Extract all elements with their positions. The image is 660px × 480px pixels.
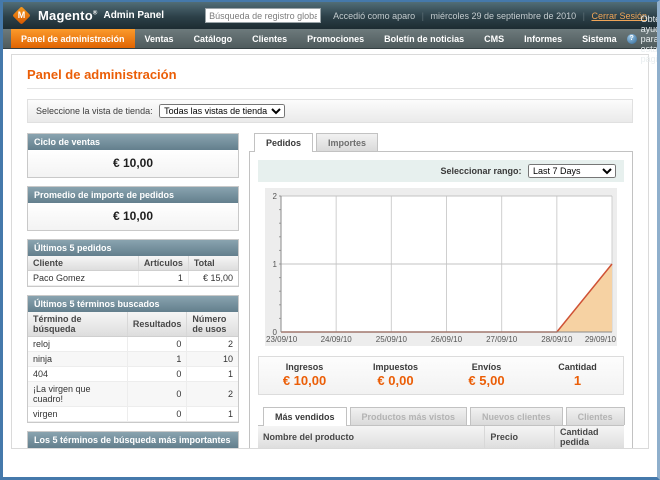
nav-item-newsletter[interactable]: Boletín de noticias: [374, 29, 474, 48]
logo-subtitle: Admin Panel: [103, 10, 164, 21]
title-divider: [27, 88, 633, 89]
nav-item-system[interactable]: Sistema: [572, 29, 627, 48]
col-header: Número de usos: [187, 312, 238, 337]
top-search-terms-table: Término de búsqueda Resultados Número de…: [28, 448, 238, 449]
nav-item-dashboard[interactable]: Panel de administración: [11, 29, 135, 48]
average-orders-value: € 10,00: [28, 203, 238, 230]
svg-text:27/09/10: 27/09/10: [486, 335, 518, 344]
table-row[interactable]: 40401: [28, 367, 238, 382]
svg-text:25/09/10: 25/09/10: [376, 335, 408, 344]
session-info: Accedió como aparo | miércoles 29 de sep…: [333, 11, 647, 21]
store-view-label: Seleccione la vista de tienda:: [36, 106, 153, 116]
tab-new-customers[interactable]: Nuevos clientes: [470, 407, 563, 425]
col-header: Cantidad pedida: [554, 425, 624, 449]
nav-item-sales[interactable]: Ventas: [135, 29, 184, 48]
orders-chart: 01223/09/1024/09/1025/09/1026/09/1027/09…: [265, 188, 617, 346]
logged-in-as: Accedió como aparo: [333, 11, 415, 21]
col-header: Resultados: [127, 448, 187, 449]
logout-link[interactable]: Cerrar Sesión: [591, 11, 647, 21]
main-nav: Panel de administración Ventas Catálogo …: [3, 29, 657, 49]
col-header: Total: [188, 256, 238, 271]
last-orders-panel: Últimos 5 pedidos Cliente Artículos Tota…: [27, 239, 239, 287]
products-tabs: Más vendidos Productos más vistos Nuevos…: [258, 407, 624, 426]
current-date: miércoles 29 de septiembre de 2010: [431, 11, 577, 21]
col-header: Cliente: [28, 256, 138, 271]
lifetime-sales-panel: Ciclo de ventas € 10,00: [27, 133, 239, 178]
right-column: Pedidos Importes Seleccionar rango: Last…: [249, 133, 633, 449]
range-label: Seleccionar rango:: [440, 166, 521, 176]
totals-bar: Ingresos € 10,00 Impuestos € 0,00 Envíos…: [258, 356, 624, 395]
bestsellers-table-wrap: Nombre del producto Precio Cantidad pedi…: [258, 425, 624, 449]
last-search-terms-panel: Últimos 5 términos buscados Término de b…: [27, 295, 239, 423]
panel-title: Últimos 5 pedidos: [28, 240, 238, 256]
total-quantity: Cantidad 1: [532, 362, 623, 388]
table-row[interactable]: ¡La virgen que cuadro!02: [28, 382, 238, 407]
col-header: Nombre del producto: [258, 425, 485, 449]
nav-item-promotions[interactable]: Promociones: [297, 29, 374, 48]
nav-item-customers[interactable]: Clientes: [242, 29, 297, 48]
col-header: Precio: [485, 425, 555, 449]
panel-title: Promedio de importe de pedidos: [28, 187, 238, 203]
left-column: Ciclo de ventas € 10,00 Promedio de impo…: [27, 133, 239, 449]
tab-amounts[interactable]: Importes: [316, 133, 378, 151]
last-orders-table: Cliente Artículos Total Paco Gomez 1 € 1…: [28, 256, 238, 286]
magento-admin-window: M Magento® Admin Panel Accedió como apar…: [0, 0, 660, 480]
chart-tabs: Pedidos Importes: [249, 133, 633, 152]
tab-customers[interactable]: Clientes: [566, 407, 625, 425]
global-search-input[interactable]: [205, 8, 321, 23]
magento-logo-icon: M: [13, 7, 30, 24]
range-select[interactable]: Last 7 Days: [528, 164, 616, 178]
svg-text:1: 1: [273, 260, 278, 269]
trademark-symbol: ®: [93, 11, 98, 17]
svg-text:23/09/10: 23/09/10: [266, 335, 298, 344]
nav-item-catalog[interactable]: Catálogo: [184, 29, 243, 48]
table-row[interactable]: virgen01: [28, 407, 238, 422]
top-header: M Magento® Admin Panel Accedió como apar…: [3, 2, 657, 29]
panel-title: Últimos 5 términos buscados: [28, 296, 238, 312]
svg-text:24/09/10: 24/09/10: [321, 335, 353, 344]
col-header: Número de usos: [187, 448, 238, 449]
range-bar: Seleccionar rango: Last 7 Days: [258, 160, 624, 182]
total-revenue: Ingresos € 10,00: [259, 362, 350, 388]
total-shipping: Envíos € 5,00: [441, 362, 532, 388]
logo-title: Magento®: [38, 8, 97, 23]
svg-text:28/09/10: 28/09/10: [541, 335, 573, 344]
store-view-select[interactable]: Todas las vistas de tienda: [159, 104, 285, 118]
tab-bestsellers[interactable]: Más vendidos: [263, 407, 347, 426]
nav-item-reports[interactable]: Informes: [514, 29, 572, 48]
total-tax: Impuestos € 0,00: [350, 362, 441, 388]
average-orders-panel: Promedio de importe de pedidos € 10,00: [27, 186, 239, 231]
bestsellers-table: Nombre del producto Precio Cantidad pedi…: [258, 425, 624, 449]
svg-text:2: 2: [273, 192, 278, 201]
lifetime-sales-value: € 10,00: [28, 150, 238, 177]
page-title: Panel de administración: [27, 67, 633, 82]
tab-most-viewed[interactable]: Productos más vistos: [350, 407, 468, 425]
col-header: Artículos: [138, 256, 188, 271]
orders-box: Seleccionar rango: Last 7 Days 01223/09/…: [249, 152, 633, 449]
last-search-terms-table: Término de búsqueda Resultados Número de…: [28, 312, 238, 422]
col-header: Resultados: [127, 312, 187, 337]
store-view-bar: Seleccione la vista de tienda: Todas las…: [27, 99, 633, 123]
table-row[interactable]: Paco Gomez 1 € 15,00: [28, 271, 238, 286]
panel-title: Ciclo de ventas: [28, 134, 238, 150]
col-header: Término de búsqueda: [28, 448, 127, 449]
dashboard-content: Panel de administración Seleccione la vi…: [11, 54, 649, 449]
nav-item-cms[interactable]: CMS: [474, 29, 514, 48]
col-header: Término de búsqueda: [28, 312, 127, 337]
help-globe-icon: ?: [627, 34, 637, 44]
orders-chart-wrap: 01223/09/1024/09/1025/09/1026/09/1027/09…: [265, 188, 617, 346]
top-search-terms-panel: Los 5 términos de búsqueda más important…: [27, 431, 239, 449]
svg-text:26/09/10: 26/09/10: [431, 335, 463, 344]
panel-title: Los 5 términos de búsqueda más important…: [28, 432, 238, 448]
help-link[interactable]: ? Obtener ayuda para esta página: [627, 29, 660, 48]
table-row[interactable]: reloj02: [28, 337, 238, 352]
table-row[interactable]: ninja110: [28, 352, 238, 367]
tab-orders[interactable]: Pedidos: [254, 133, 313, 152]
svg-text:29/09/10: 29/09/10: [585, 335, 617, 344]
